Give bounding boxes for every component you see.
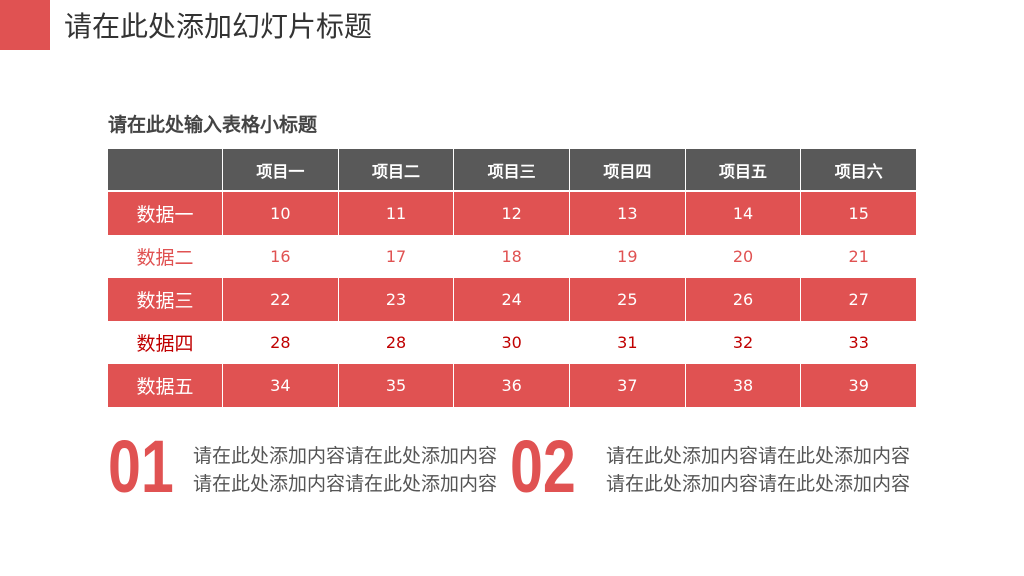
table-subtitle: 请在此处输入表格小标题: [108, 114, 318, 136]
table-cell: 39: [800, 364, 916, 407]
table-cell: 25: [569, 278, 685, 321]
table-cell: 24: [453, 278, 569, 321]
table-cell: 21: [800, 235, 916, 278]
table-row: 数据三 22 23 24 25 26 27: [108, 278, 916, 322]
table-cell: 32: [684, 321, 801, 364]
table-cell: 37: [569, 364, 685, 407]
row-label: 数据一: [136, 203, 194, 226]
table: 项目一 项目二 项目三 项目四 项目五 项目六数据一 10 11 12 13 14 15 数据二 16 17…: [108, 149, 916, 408]
table-cell: 31: [569, 321, 685, 364]
header-cell: 项目三: [453, 149, 569, 190]
table-cell: 34: [222, 364, 338, 407]
table-cell: 13: [569, 192, 685, 235]
header-cell: 项目四: [569, 149, 685, 190]
table-row: 数据四 28 28 30 31 32 33: [108, 321, 916, 364]
row-label: 数据三: [136, 289, 194, 312]
table-cell: 10: [222, 192, 338, 235]
table-row: 数据五 34 35 36 37 38 39: [108, 364, 916, 408]
table-cell: 30: [453, 321, 569, 364]
table-row: 数据一 10 11 12 13 14 15: [108, 192, 916, 236]
table-cell: 19: [569, 235, 685, 278]
header-cell: 项目一: [222, 149, 338, 190]
section-text: 请在此处添加内容请在此处添加内容: [193, 445, 498, 467]
table-cell: 33: [800, 321, 916, 364]
table-cell: 23: [337, 278, 454, 321]
table-cell: 27: [800, 278, 916, 321]
header-cell: 项目六: [800, 149, 916, 190]
table-cell: 28: [337, 321, 454, 364]
table-cell: 36: [453, 364, 569, 407]
header-cell: 项目二: [337, 149, 454, 190]
title-mark: [0, 0, 50, 50]
section-text: 请在此处添加内容请在此处添加内容: [606, 445, 911, 467]
header-cell: 项目五: [684, 149, 801, 190]
table-cell: 38: [684, 364, 801, 407]
section-number: 02: [510, 425, 576, 508]
table-cell: 16: [222, 235, 338, 278]
section-number: 01: [108, 425, 174, 508]
row-label: 数据五: [136, 375, 194, 398]
table-row: 数据二 16 17 18 19 20 21: [108, 235, 916, 278]
section-text: 请在此处添加内容请在此处添加内容: [193, 473, 498, 495]
table-cell: 20: [684, 235, 801, 278]
table-cell: 18: [453, 235, 569, 278]
header-row: 项目一 项目二 项目三 项目四 项目五 项目六: [108, 149, 916, 190]
table-cell: 14: [684, 192, 801, 235]
table-cell: 35: [337, 364, 454, 407]
section-text: 请在此处添加内容请在此处添加内容: [606, 473, 911, 495]
table-cell: 12: [453, 192, 569, 235]
table-cell: 17: [337, 235, 454, 278]
slide-title: 请在此处添加幻灯片标题: [64, 10, 373, 43]
table-cell: 22: [222, 278, 338, 321]
row-label: 数据二: [136, 247, 194, 270]
header-cell: [108, 149, 222, 190]
table-cell: 15: [800, 192, 916, 235]
table-cell: 11: [337, 192, 454, 235]
table-cell: 26: [684, 278, 801, 321]
table-cell: 28: [222, 321, 338, 364]
row-label: 数据四: [136, 333, 194, 356]
